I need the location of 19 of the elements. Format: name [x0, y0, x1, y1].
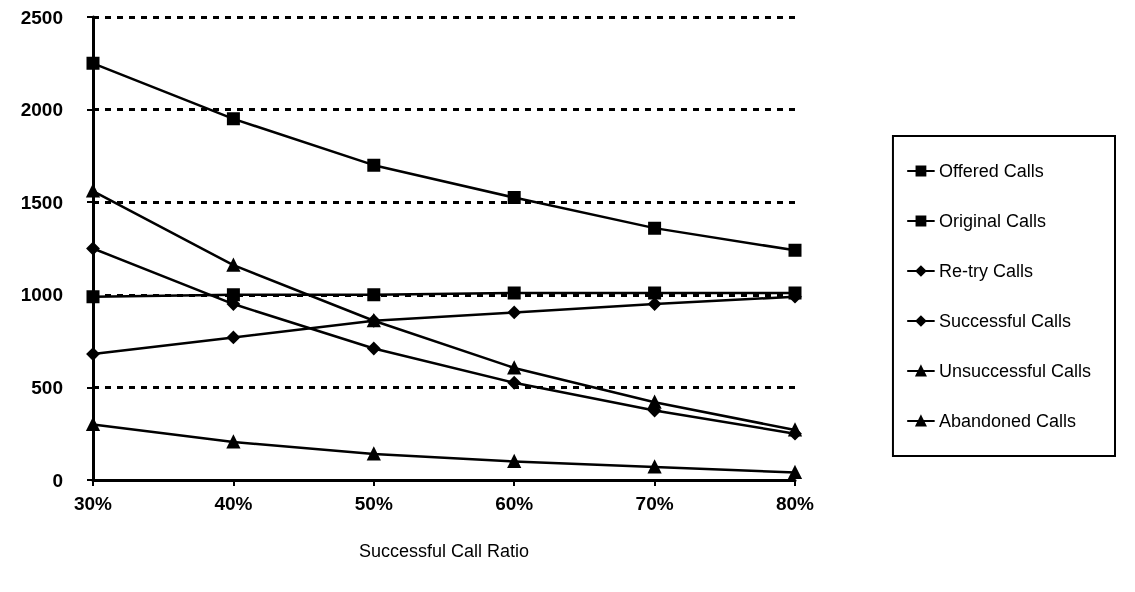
x-tick-label: 50%: [354, 493, 393, 514]
legend-label: Original Calls: [938, 211, 1046, 231]
x-tick-label: 60%: [495, 493, 534, 514]
y-tick-label: 1000: [20, 284, 63, 306]
legend-label: Offered Calls: [938, 161, 1044, 181]
legend-label: Unsuccessful Calls: [938, 361, 1092, 381]
y-tick-label: 500: [31, 376, 63, 398]
x-tick-label: 70%: [635, 493, 674, 514]
y-tick-label: 0: [52, 469, 63, 491]
y-tick-label: 1500: [20, 191, 63, 213]
y-tick-label: 2000: [20, 99, 63, 121]
y-tick-label: 2500: [20, 6, 63, 28]
x-tick-label: 30%: [73, 493, 113, 514]
legend-label: Successful Calls: [938, 311, 1071, 331]
x-tick-label: 40%: [214, 493, 253, 514]
x-axis-title: Successful Call Ratio: [358, 541, 530, 561]
legend-label: Re-try Calls: [938, 261, 1033, 281]
x-tick-label: 80%: [775, 493, 815, 514]
legend-label: Abandoned Calls: [938, 411, 1077, 431]
